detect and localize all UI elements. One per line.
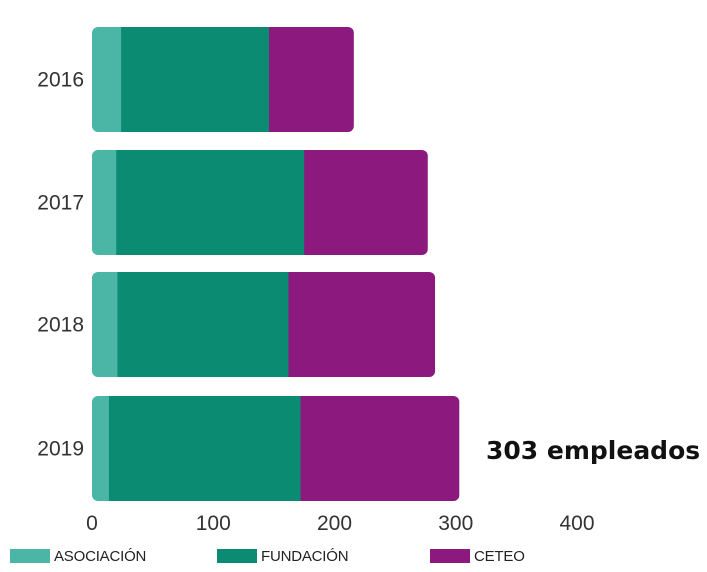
- category-label-2018: 2018: [37, 314, 84, 337]
- category-label-2019: 2019: [37, 438, 84, 461]
- x-tick-label-200: 200: [317, 512, 352, 535]
- x-tick-label-400: 400: [559, 512, 594, 535]
- x-tick-label-300: 300: [438, 512, 473, 535]
- legend-swatch-ceteo: [430, 549, 470, 563]
- legend-label-ceteo: CETEO: [474, 547, 525, 565]
- bar-2016-ceteo: [269, 27, 354, 132]
- legend-item-asociacion: ASOCIACIÓN: [10, 540, 146, 572]
- bar-group-2016: [92, 27, 354, 132]
- legend-item-fundacion: FUNDACIÓN: [217, 540, 349, 572]
- legend-label-fundacion: FUNDACIÓN: [261, 547, 349, 565]
- bar-2019-fundación: [108, 396, 302, 501]
- bar-group-2019: [92, 396, 460, 501]
- bars-layer: [92, 27, 460, 501]
- category-label-2017: 2017: [37, 192, 84, 215]
- bar-2019-asociación: [92, 396, 110, 501]
- bar-2017-fundación: [116, 150, 305, 255]
- legend: ASOCIACIÓN FUNDACIÓN CETEO: [0, 540, 707, 572]
- bar-2019-ceteo: [300, 396, 460, 501]
- bar-2018-ceteo: [288, 272, 436, 377]
- legend-item-ceteo: CETEO: [430, 540, 525, 572]
- bar-group-2018: [92, 272, 436, 377]
- legend-swatch-fundacion: [217, 549, 257, 563]
- bar-2018-asociación: [92, 272, 118, 377]
- category-labels: 2016 2017 2018 2019: [37, 69, 84, 461]
- total-employees-annotation: 303 empleados: [486, 436, 700, 465]
- bar-2017-asociación: [92, 150, 117, 255]
- category-label-2016: 2016: [37, 69, 84, 92]
- bar-2016-asociación: [92, 27, 122, 132]
- bar-2018-fundación: [117, 272, 289, 377]
- legend-label-asociacion: ASOCIACIÓN: [54, 547, 147, 565]
- bar-group-2017: [92, 150, 428, 255]
- bar-2017-ceteo: [304, 150, 428, 255]
- x-tick-label-100: 100: [196, 512, 231, 535]
- x-tick-label-0: 0: [86, 512, 98, 535]
- x-axis-tick-labels: 0 100 200 300 400: [86, 512, 594, 535]
- bar-2016-fundación: [121, 27, 270, 132]
- legend-swatch-asociacion: [10, 549, 50, 563]
